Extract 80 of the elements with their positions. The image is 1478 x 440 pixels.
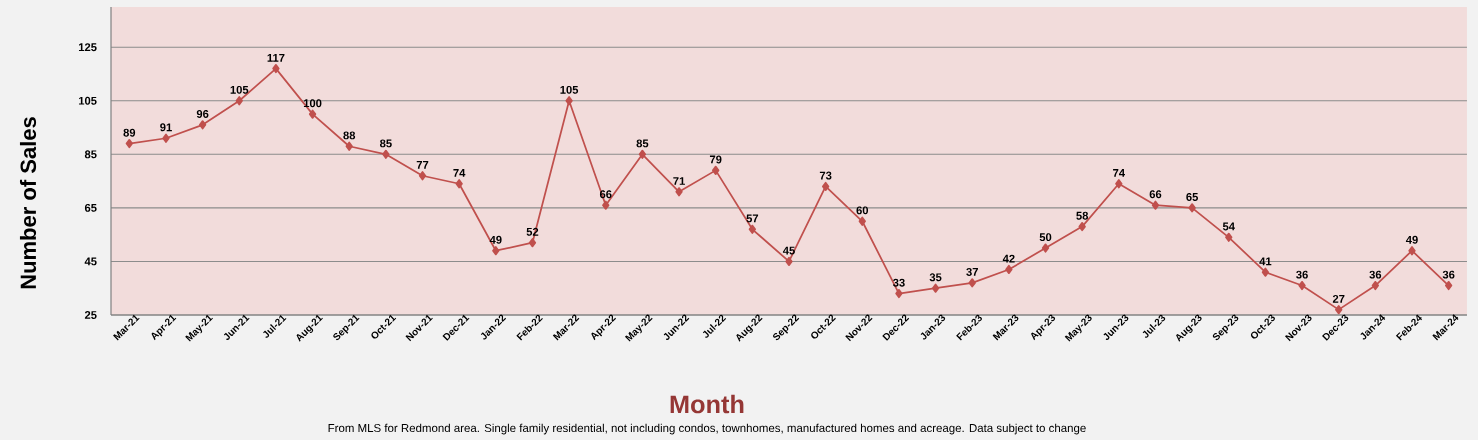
data-label: 60 xyxy=(856,206,869,215)
data-label: 36 xyxy=(1369,270,1382,279)
data-label: 71 xyxy=(673,177,685,185)
point xyxy=(748,224,757,234)
data-label: 73 xyxy=(819,171,832,180)
data-label: 58 xyxy=(1076,211,1089,220)
point xyxy=(1371,280,1380,291)
point xyxy=(418,171,427,181)
point xyxy=(1078,222,1086,232)
y-tick-label: 65 xyxy=(84,203,97,212)
point xyxy=(1188,203,1196,213)
data-label: 49 xyxy=(1405,235,1418,244)
point xyxy=(455,179,463,189)
data-label: 105 xyxy=(230,85,249,94)
point xyxy=(712,165,720,175)
point xyxy=(895,288,903,299)
data-label: 88 xyxy=(343,131,356,140)
data-label: 79 xyxy=(709,155,722,164)
data-label: 66 xyxy=(1149,190,1162,199)
point xyxy=(528,238,537,248)
data-label: 50 xyxy=(1039,233,1052,242)
data-label: 54 xyxy=(1222,222,1235,231)
point xyxy=(1151,200,1160,210)
y-tick-label: 85 xyxy=(84,150,97,159)
data-label: 42 xyxy=(1002,254,1015,263)
data-label: 35 xyxy=(929,273,942,282)
point xyxy=(1225,232,1233,242)
data-label: 74 xyxy=(453,169,466,177)
data-label: 41 xyxy=(1259,257,1272,266)
data-label: 85 xyxy=(636,139,649,148)
point xyxy=(382,149,390,159)
point xyxy=(1261,267,1270,277)
data-label: 96 xyxy=(196,109,209,118)
point xyxy=(602,200,610,210)
y-axis-title: Number of Sales xyxy=(19,117,37,289)
point xyxy=(308,109,317,119)
data-label: 36 xyxy=(1442,270,1455,279)
point xyxy=(198,120,207,130)
point xyxy=(1444,280,1453,291)
data-label: 57 xyxy=(746,214,759,223)
point xyxy=(272,64,280,74)
point xyxy=(785,256,793,267)
y-tick-label: 105 xyxy=(78,96,97,105)
point xyxy=(235,96,243,106)
data-label: 117 xyxy=(267,53,285,62)
point xyxy=(492,246,500,256)
data-label: 91 xyxy=(160,123,172,132)
data-label: 65 xyxy=(1186,193,1199,201)
point xyxy=(675,187,683,197)
data-label: 36 xyxy=(1296,270,1308,279)
x-axis-title: Month xyxy=(670,394,744,414)
point xyxy=(968,278,976,288)
y-tick-label: 25 xyxy=(84,311,97,319)
point xyxy=(125,138,133,149)
point xyxy=(1298,280,1306,291)
data-label: 85 xyxy=(379,139,392,148)
point xyxy=(931,283,940,293)
point xyxy=(638,149,647,159)
data-label: 74 xyxy=(1113,169,1125,177)
data-label: 66 xyxy=(599,190,612,199)
y-tick-label: 45 xyxy=(84,257,97,266)
point xyxy=(345,141,353,151)
text: From MLS for Redmond area. Single family residential, not including condos, townhomes, manufactured homes and acreage. Data subject to change xyxy=(328,423,1086,435)
point xyxy=(1115,179,1123,189)
point xyxy=(1335,305,1343,315)
data-label: 105 xyxy=(560,85,579,94)
data-label: 37 xyxy=(966,267,978,276)
y-tick-label: 125 xyxy=(78,43,97,52)
point xyxy=(821,181,830,192)
data-label: 89 xyxy=(123,128,136,137)
point xyxy=(162,133,170,143)
point xyxy=(1408,246,1416,256)
data-label: 77 xyxy=(416,161,429,169)
data-label: 33 xyxy=(892,278,905,287)
point xyxy=(858,216,866,226)
point xyxy=(1041,243,1050,253)
data-label: 100 xyxy=(303,99,322,108)
point xyxy=(1005,264,1013,275)
data-label: 27 xyxy=(1332,294,1345,303)
point xyxy=(565,96,573,106)
